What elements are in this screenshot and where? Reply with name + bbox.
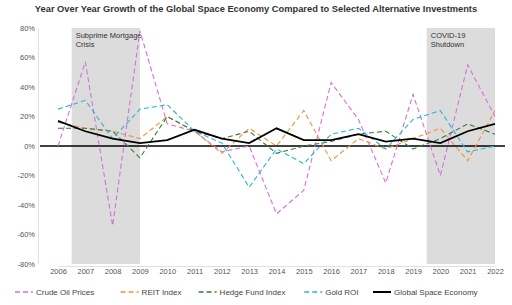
x-tick-label: 2021 [460,267,477,276]
annotation-label: COVID-19 [431,31,466,40]
x-axis: 2006 2007 2008 2009 2010 2011 2012 2013 2014 2015… [50,266,504,276]
series-line [58,121,495,143]
x-tick: 2014 [269,266,286,276]
legend-swatch [121,291,139,292]
x-tick: 2016 [323,266,340,276]
legend-swatch [304,291,322,292]
y-tick-label: -60% [17,230,35,239]
x-tick-label: 2011 [187,267,203,276]
annotation-label: Crisis [76,40,95,49]
series-line [58,100,495,187]
legend-item: Gold ROI [304,288,358,297]
x-tick-label: 2012 [214,267,231,276]
plot-area [58,31,495,226]
legend-label: Hedge Fund Index [220,288,286,297]
y-tick-label: 0% [24,142,35,151]
y-tick-label: 80% [20,24,35,33]
y-axis: -80% -60% -40% -20% 0% 20% 40% 60% 80% [17,24,38,269]
y-tick: -80% [17,260,38,269]
x-tick-label: 2014 [269,267,286,276]
y-tick-label: 40% [20,83,35,92]
legend-label: Global Space Economy [394,288,478,297]
title: Year Over Year Growth of the Global Spac… [35,4,477,14]
x-tick: 2020 [433,266,450,276]
y-tick-label: 60% [20,53,35,62]
series-line [58,117,495,158]
x-tick: 2006 [50,266,67,276]
x-tick-label: 2018 [378,267,395,276]
x-tick: 2021 [460,266,477,276]
x-tick-label: 2019 [405,267,422,276]
x-tick-label: 2017 [351,267,368,276]
x-tick-label: 2013 [241,267,258,276]
legend-item: Hedge Fund Index [199,288,286,297]
legend-swatch [15,291,33,292]
y-tick: -40% [17,201,38,210]
series-line [58,111,495,161]
legend: Crude Oil Prices REIT Index Hedge Fund Ind… [15,288,478,297]
x-tick: 2008 [105,266,122,276]
y-tick: 40% [20,83,38,92]
x-tick: 2019 [405,266,422,276]
y-tick: 20% [20,112,38,121]
y-tick: -60% [17,230,38,239]
chart: Year Over Year Growth of the Global Spac… [0,0,512,305]
x-tick-label: 2007 [77,267,94,276]
legend-item: Crude Oil Prices [15,288,94,297]
y-tick: 60% [20,53,38,62]
x-tick-label: 2008 [105,267,122,276]
series-line [58,31,495,226]
legend-swatch [373,291,391,293]
y-tick: -20% [17,171,38,180]
x-tick: 2009 [132,266,149,276]
x-tick-label: 2015 [296,267,313,276]
legend-swatch [199,291,217,292]
legend-label: Crude Oil Prices [36,288,94,297]
legend-item: REIT Index [121,288,182,297]
x-tick: 2011 [187,266,203,276]
x-tick: 2013 [241,266,258,276]
x-tick-label: 2009 [132,267,149,276]
x-tick-label: 2006 [50,267,67,276]
y-tick-label: -80% [17,260,35,269]
annotation-label: Subprime Mortgage [76,31,142,40]
x-tick: 2022 [487,266,504,276]
x-tick-label: 2020 [433,267,450,276]
x-tick: 2010 [159,266,176,276]
legend-label: REIT Index [142,288,182,297]
x-tick: 2007 [77,266,94,276]
y-tick-label: -20% [17,171,35,180]
annotation-label: Shutdown [431,40,464,49]
x-tick: 2017 [351,266,368,276]
y-tick: 80% [20,24,38,33]
y-axis-line [38,29,39,265]
x-tick-label: 2010 [159,267,176,276]
x-tick: 2018 [378,266,395,276]
y-tick: 0% [24,142,38,151]
x-tick-label: 2022 [487,267,504,276]
legend-item: Global Space Economy [373,288,478,297]
x-tick: 2015 [296,266,313,276]
x-tick: 2012 [214,266,231,276]
x-tick-label: 2016 [323,267,340,276]
zero-line [40,145,505,146]
y-tick-label: 20% [20,112,35,121]
legend-label: Gold ROI [325,288,358,297]
y-tick-label: -40% [17,201,35,210]
